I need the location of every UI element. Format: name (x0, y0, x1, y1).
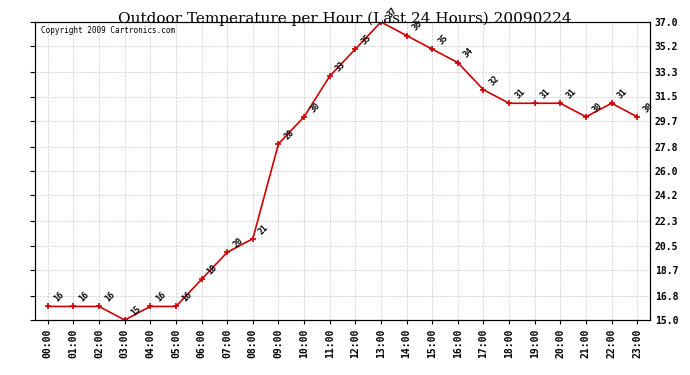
Text: 35: 35 (436, 33, 450, 46)
Text: 36: 36 (411, 20, 424, 33)
Text: 16: 16 (155, 290, 168, 304)
Text: Copyright 2009 Cartronics.com: Copyright 2009 Cartronics.com (41, 27, 175, 36)
Text: 20: 20 (231, 236, 245, 249)
Text: 35: 35 (359, 33, 373, 46)
Text: 28: 28 (283, 128, 296, 141)
Text: 31: 31 (513, 87, 526, 100)
Text: 30: 30 (641, 100, 655, 114)
Text: Outdoor Temperature per Hour (Last 24 Hours) 20090224: Outdoor Temperature per Hour (Last 24 Ho… (118, 11, 572, 26)
Text: 16: 16 (52, 290, 66, 304)
Text: 16: 16 (180, 290, 193, 304)
Text: 16: 16 (104, 290, 117, 304)
Text: 31: 31 (615, 87, 629, 100)
Text: 21: 21 (257, 222, 270, 236)
Text: 31: 31 (564, 87, 578, 100)
Text: 34: 34 (462, 46, 475, 60)
Text: 33: 33 (334, 60, 347, 74)
Text: 18: 18 (206, 263, 219, 277)
Text: 31: 31 (539, 87, 552, 100)
Text: 30: 30 (308, 100, 322, 114)
Text: 30: 30 (590, 100, 604, 114)
Text: 37: 37 (385, 6, 399, 19)
Text: 15: 15 (129, 304, 142, 317)
Text: 32: 32 (488, 74, 501, 87)
Text: 16: 16 (77, 290, 91, 304)
